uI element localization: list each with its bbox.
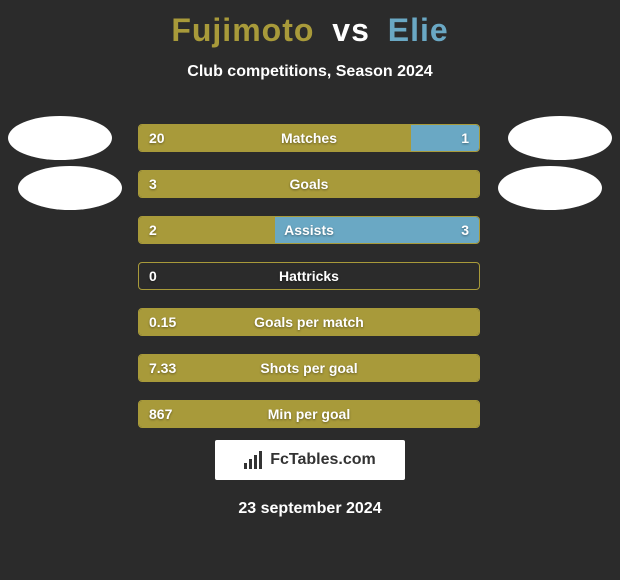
player2-name: Elie — [388, 12, 449, 48]
stat-label: Goals — [139, 171, 479, 197]
player2-avatar-2 — [498, 166, 602, 210]
footer-date: 23 september 2024 — [0, 500, 620, 518]
branding-text: FcTables.com — [270, 451, 376, 469]
player1-name: Fujimoto — [171, 12, 314, 48]
branding-badge: FcTables.com — [215, 440, 405, 480]
stat-row: 867Min per goal — [138, 400, 480, 428]
stat-label: Goals per match — [139, 309, 479, 335]
player1-avatar-1 — [8, 116, 112, 160]
stat-row: 0.15Goals per match — [138, 308, 480, 336]
stat-row: 7.33Shots per goal — [138, 354, 480, 382]
stat-row: 3Goals — [138, 170, 480, 198]
subtitle: Club competitions, Season 2024 — [0, 63, 620, 81]
stat-label: Shots per goal — [139, 355, 479, 381]
stat-label: Hattricks — [139, 263, 479, 289]
vs-text: vs — [324, 12, 378, 48]
page-title: Fujimoto vs Elie — [0, 0, 620, 49]
player2-avatar-1 — [508, 116, 612, 160]
player1-avatar-2 — [18, 166, 122, 210]
stats-panel: 201Matches 3Goals 23Assists 0Hattricks 0.15G… — [138, 124, 480, 446]
stat-row: 201Matches — [138, 124, 480, 152]
stat-label: Assists — [139, 217, 479, 243]
stat-row: 0Hattricks — [138, 262, 480, 290]
chart-icon — [244, 451, 264, 469]
stat-label: Matches — [139, 125, 479, 151]
stat-label: Min per goal — [139, 401, 479, 427]
stat-row: 23Assists — [138, 216, 480, 244]
